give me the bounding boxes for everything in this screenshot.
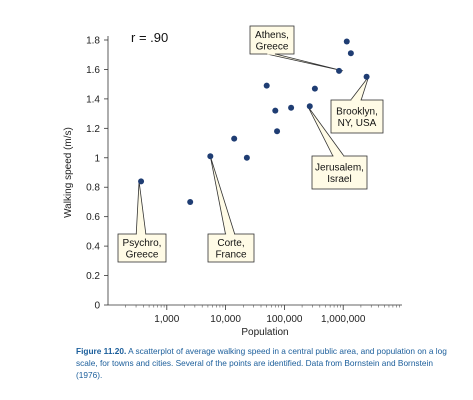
figure-label: Figure 11.20. bbox=[76, 346, 127, 356]
callout-label: Brooklyn, bbox=[336, 106, 378, 117]
data-point bbox=[138, 178, 145, 185]
callout-label: Corte, bbox=[217, 238, 244, 249]
data-point bbox=[187, 198, 194, 205]
callout-box bbox=[117, 233, 167, 263]
y-tick-label: 0.2 bbox=[86, 271, 100, 282]
y-tick-label: 0.6 bbox=[86, 212, 100, 223]
data-point bbox=[272, 107, 279, 114]
x-tick-label: 1,000 bbox=[154, 314, 179, 325]
data-points bbox=[138, 38, 370, 205]
callout-label: Israel bbox=[327, 174, 351, 185]
y-tick-label: 1 bbox=[94, 153, 100, 164]
data-point bbox=[311, 85, 318, 92]
y-tick-label: 0 bbox=[94, 301, 100, 312]
callout-leader bbox=[135, 181, 147, 235]
x-ticks: 1,000 10,000 100,000 1,000,000 bbox=[125, 305, 400, 325]
data-point bbox=[274, 128, 281, 135]
data-point bbox=[207, 153, 214, 160]
data-point bbox=[336, 67, 343, 74]
data-point bbox=[347, 50, 354, 57]
x-tick-label: 1,000,000 bbox=[321, 314, 366, 325]
callout-leaders bbox=[135, 53, 369, 235]
data-point bbox=[343, 38, 350, 45]
callout-leader bbox=[209, 156, 236, 235]
x-tick-label: 10,000 bbox=[210, 314, 241, 325]
data-point bbox=[263, 82, 270, 89]
callout-box bbox=[330, 99, 384, 134]
callout-label: Athens, bbox=[255, 30, 289, 41]
callout-label: Jerusalem, bbox=[315, 162, 364, 173]
correlation-label: r = .90 bbox=[131, 30, 168, 45]
y-ticks: 0 0.2 0.4 0.6 0.8 1 1.2 1.4 1.6 1.8 bbox=[86, 36, 108, 312]
y-tick-label: 1.4 bbox=[86, 94, 100, 105]
callouts: Psychro,GreeceCorte,FranceAthens,GreeceB… bbox=[117, 25, 384, 263]
callout-leader bbox=[266, 53, 344, 72]
callout-label: France bbox=[215, 249, 247, 260]
figure-caption: Figure 11.20. A scatterplot of average w… bbox=[76, 345, 460, 381]
data-point bbox=[306, 103, 313, 110]
figure-caption-text: A scatterplot of average walking speed i… bbox=[76, 346, 447, 380]
data-point bbox=[363, 73, 370, 80]
callout-label: Greece bbox=[256, 41, 289, 52]
data-point bbox=[243, 154, 250, 161]
x-tick-label: 100,000 bbox=[266, 314, 303, 325]
callout-leader bbox=[349, 76, 369, 101]
callout-label: Psychro, bbox=[123, 238, 162, 249]
y-tick-label: 0.8 bbox=[86, 183, 100, 194]
callout-box bbox=[249, 25, 295, 55]
data-point bbox=[288, 104, 295, 111]
x-axis-title: Population bbox=[241, 327, 288, 338]
y-tick-label: 1.2 bbox=[86, 124, 100, 135]
data-point bbox=[231, 135, 238, 142]
y-tick-label: 1.6 bbox=[86, 65, 100, 76]
y-axis-title: Walking speed (m/s) bbox=[63, 127, 74, 218]
axes bbox=[107, 36, 402, 306]
callout-label: Greece bbox=[126, 249, 159, 260]
scatterplot: 0 0.2 0.4 0.6 0.8 1 1.2 1.4 1.6 1.8 1,000 10,000 10… bbox=[63, 25, 402, 338]
y-tick-label: 1.8 bbox=[86, 36, 100, 47]
y-tick-label: 0.4 bbox=[86, 242, 100, 253]
callout-label: NY, USA bbox=[338, 118, 377, 129]
callout-box bbox=[311, 155, 368, 190]
